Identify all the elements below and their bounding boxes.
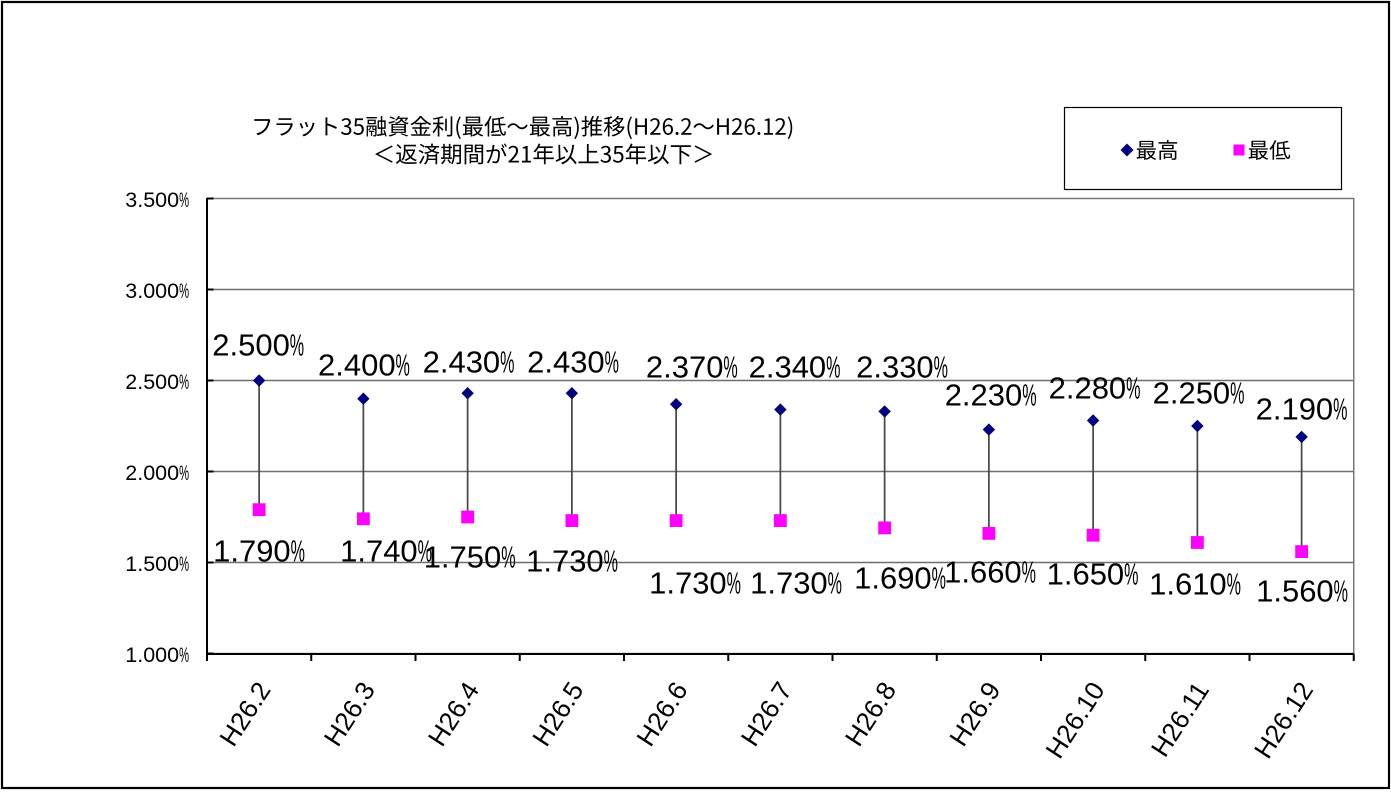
svg-text:1.730: 1.730 [750,565,828,600]
svg-text:%: % [179,642,189,667]
svg-text:3.000: 3.000 [125,279,179,303]
svg-text:%: % [1124,558,1138,592]
svg-text:2.400: 2.400 [318,347,396,382]
svg-text:%: % [932,562,946,596]
svg-text:1.740: 1.740 [340,533,418,568]
svg-text:2.430: 2.430 [527,344,605,379]
svg-text:%: % [1230,377,1244,411]
svg-text:3.500: 3.500 [125,188,179,212]
svg-text:%: % [179,278,189,303]
svg-text:%: % [727,567,741,601]
svg-text:2.340: 2.340 [749,349,827,384]
svg-text:2.370: 2.370 [646,349,724,384]
svg-text:%: % [1227,568,1241,602]
svg-text:%: % [1334,575,1348,609]
svg-text:2.330: 2.330 [856,349,934,384]
svg-text:2.190: 2.190 [1256,391,1334,426]
svg-text:1.730: 1.730 [649,565,727,600]
svg-text:H26.6: H26.6 [630,676,693,751]
svg-text:H26.11: H26.11 [1145,676,1215,762]
svg-text:1.610: 1.610 [1149,566,1227,601]
svg-text:H26.5: H26.5 [526,676,589,751]
svg-text:%: % [500,346,514,380]
svg-text:%: % [604,545,618,579]
svg-text:1.500: 1.500 [125,552,179,576]
svg-text:H26.10: H26.10 [1039,676,1110,763]
svg-text:%: % [179,551,189,576]
svg-text:1.000: 1.000 [125,643,179,667]
svg-text:%: % [934,351,948,385]
svg-text:2.500: 2.500 [212,327,290,362]
svg-text:1.560: 1.560 [1256,573,1334,608]
svg-text:H26.12: H26.12 [1248,676,1319,763]
svg-text:%: % [418,535,432,569]
svg-text:H26.8: H26.8 [839,676,902,751]
svg-text:%: % [501,541,515,575]
svg-text:%: % [179,460,189,485]
svg-text:%: % [179,187,189,212]
svg-text:1.660: 1.660 [944,554,1022,589]
svg-text:%: % [1333,393,1347,427]
svg-text:1.690: 1.690 [854,560,932,595]
svg-text:H26.9: H26.9 [943,676,1006,751]
svg-text:1.650: 1.650 [1047,556,1125,591]
svg-text:%: % [828,567,842,601]
svg-text:2.430: 2.430 [423,344,501,379]
svg-text:H26.4: H26.4 [422,676,485,751]
svg-text:2.250: 2.250 [1153,376,1231,411]
svg-text:%: % [1126,372,1140,406]
svg-text:%: % [1022,379,1036,413]
svg-text:1.750: 1.750 [424,539,502,574]
svg-text:2.500: 2.500 [125,370,179,394]
svg-text:%: % [826,351,840,385]
svg-text:2.230: 2.230 [945,377,1023,412]
svg-text:1.730: 1.730 [526,543,604,578]
svg-text:%: % [723,351,737,385]
svg-text:H26.7: H26.7 [735,676,798,751]
svg-text:%: % [396,349,410,383]
svg-text:%: % [179,369,189,394]
svg-text:2.280: 2.280 [1049,370,1127,405]
svg-text:1.790: 1.790 [213,533,291,568]
svg-text:H26.3: H26.3 [318,676,381,751]
svg-text:2.000: 2.000 [125,461,179,485]
svg-text:%: % [1022,556,1036,590]
svg-text:H26.2: H26.2 [213,676,276,751]
svg-text:%: % [605,346,619,380]
svg-text:%: % [291,535,305,569]
svg-text:%: % [290,329,304,363]
